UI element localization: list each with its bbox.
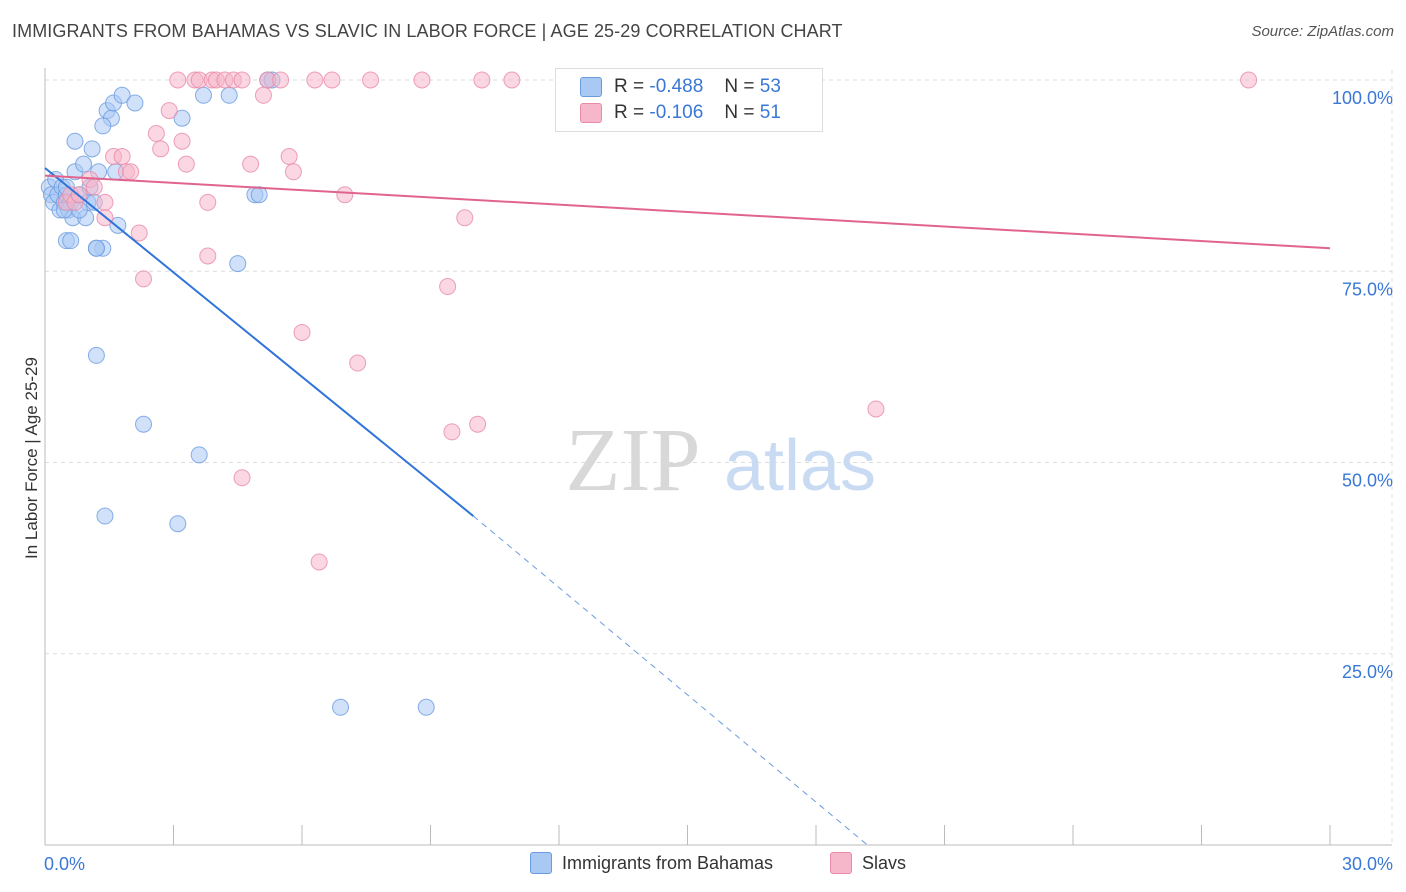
point-slavs: [503, 71, 521, 89]
point-slavs: [85, 178, 103, 196]
series-slavs: [57, 71, 1258, 571]
bottom-legend-swatch-slavs: [830, 852, 852, 874]
point-slavs: [306, 71, 324, 89]
point-slavs: [867, 400, 885, 418]
point-slavs: [349, 354, 367, 372]
x-tick-label: 0.0%: [44, 854, 85, 874]
point-slavs: [456, 209, 474, 227]
point-slavs: [135, 270, 153, 288]
chart-title: IMMIGRANTS FROM BAHAMAS VS SLAVIC IN LAB…: [12, 21, 843, 41]
legend-r-value: -0.488: [649, 76, 704, 97]
point-slavs: [336, 186, 354, 204]
point-slavs: [152, 140, 170, 158]
trend-line-slavs: [44, 174, 1331, 250]
point-bahamas: [229, 255, 247, 273]
y-tick-label: 75.0%: [1342, 279, 1393, 299]
point-slavs: [439, 278, 457, 296]
point-slavs: [113, 148, 131, 165]
legend-n-value: 51: [759, 102, 781, 123]
point-bahamas: [169, 515, 187, 533]
point-bahamas: [126, 94, 144, 112]
tick-labels: 100.0% 75.0% 50.0% 25.0% 0.0% 30.0%: [44, 88, 1393, 874]
point-slavs: [169, 71, 187, 89]
point-bahamas: [75, 155, 93, 173]
legend-swatch-bahamas: [580, 77, 602, 97]
point-slavs: [469, 415, 487, 433]
point-slavs: [310, 553, 328, 571]
bottom-legend-swatch-bahamas: [530, 852, 552, 874]
data-points: [40, 71, 1258, 716]
point-slavs: [96, 193, 114, 211]
legend-n-value: 53: [759, 76, 781, 97]
point-bahamas: [113, 86, 131, 104]
point-slavs: [147, 125, 165, 143]
point-bahamas: [220, 86, 238, 104]
point-bahamas: [62, 232, 80, 250]
point-slavs: [284, 163, 302, 181]
point-bahamas: [135, 415, 153, 433]
stats-legend: R = -0.488 N = 53 R = -0.106 N = 51: [555, 68, 823, 132]
point-slavs: [130, 224, 148, 242]
point-slavs: [473, 71, 491, 89]
point-bahamas: [194, 86, 212, 104]
trend-line-bahamas-extension: [473, 515, 868, 846]
x-tick-label: 30.0%: [1342, 854, 1393, 874]
axes: [44, 68, 1392, 846]
point-slavs: [254, 86, 272, 104]
legend-r-value: -0.106: [649, 102, 704, 123]
point-slavs: [280, 148, 298, 165]
legend-swatch-slavs: [580, 103, 602, 123]
y-tick-label: 100.0%: [1332, 88, 1393, 108]
trend-line-bahamas: [44, 167, 474, 517]
series-bahamas: [40, 71, 435, 716]
point-slavs: [362, 71, 380, 89]
legend-n-label: N =: [724, 102, 755, 123]
point-bahamas: [94, 117, 112, 135]
point-slavs: [413, 71, 431, 89]
y-axis-label: In Labor Force | Age 25-29: [22, 357, 41, 559]
bottom-legend-label-slavs: Slavs: [862, 853, 907, 873]
point-slavs: [323, 71, 341, 89]
point-slavs: [242, 155, 260, 173]
trend-lines: [44, 167, 1331, 846]
source-label: Source: ZipAtlas.com: [1251, 23, 1394, 40]
point-bahamas: [87, 346, 105, 364]
point-bahamas: [173, 109, 191, 127]
point-bahamas: [83, 140, 101, 158]
point-slavs: [199, 193, 217, 211]
point-slavs: [272, 71, 290, 89]
point-bahamas: [417, 698, 435, 716]
point-slavs: [233, 469, 251, 487]
point-slavs: [1240, 71, 1258, 89]
y-tick-label: 25.0%: [1342, 662, 1393, 682]
point-slavs: [199, 247, 217, 265]
point-bahamas: [87, 239, 105, 257]
point-slavs: [293, 323, 311, 341]
point-bahamas: [332, 698, 350, 716]
legend-r-label: R =: [614, 102, 645, 123]
point-slavs: [443, 423, 461, 441]
bottom-legend-label-bahamas: Immigrants from Bahamas: [562, 853, 774, 873]
watermark-atlas: atlas: [724, 426, 876, 506]
point-slavs: [160, 102, 178, 120]
point-bahamas: [190, 446, 208, 464]
point-bahamas: [66, 132, 84, 150]
y-tick-label: 50.0%: [1342, 471, 1393, 491]
legend-n-label: N =: [724, 76, 755, 97]
point-slavs: [233, 71, 251, 89]
point-bahamas: [250, 186, 268, 204]
point-slavs: [122, 163, 140, 181]
point-slavs: [173, 132, 191, 150]
point-slavs: [177, 155, 195, 173]
legend-r-label: R =: [614, 76, 645, 97]
watermark-zip: ZIP: [566, 411, 701, 510]
point-bahamas: [96, 507, 114, 525]
